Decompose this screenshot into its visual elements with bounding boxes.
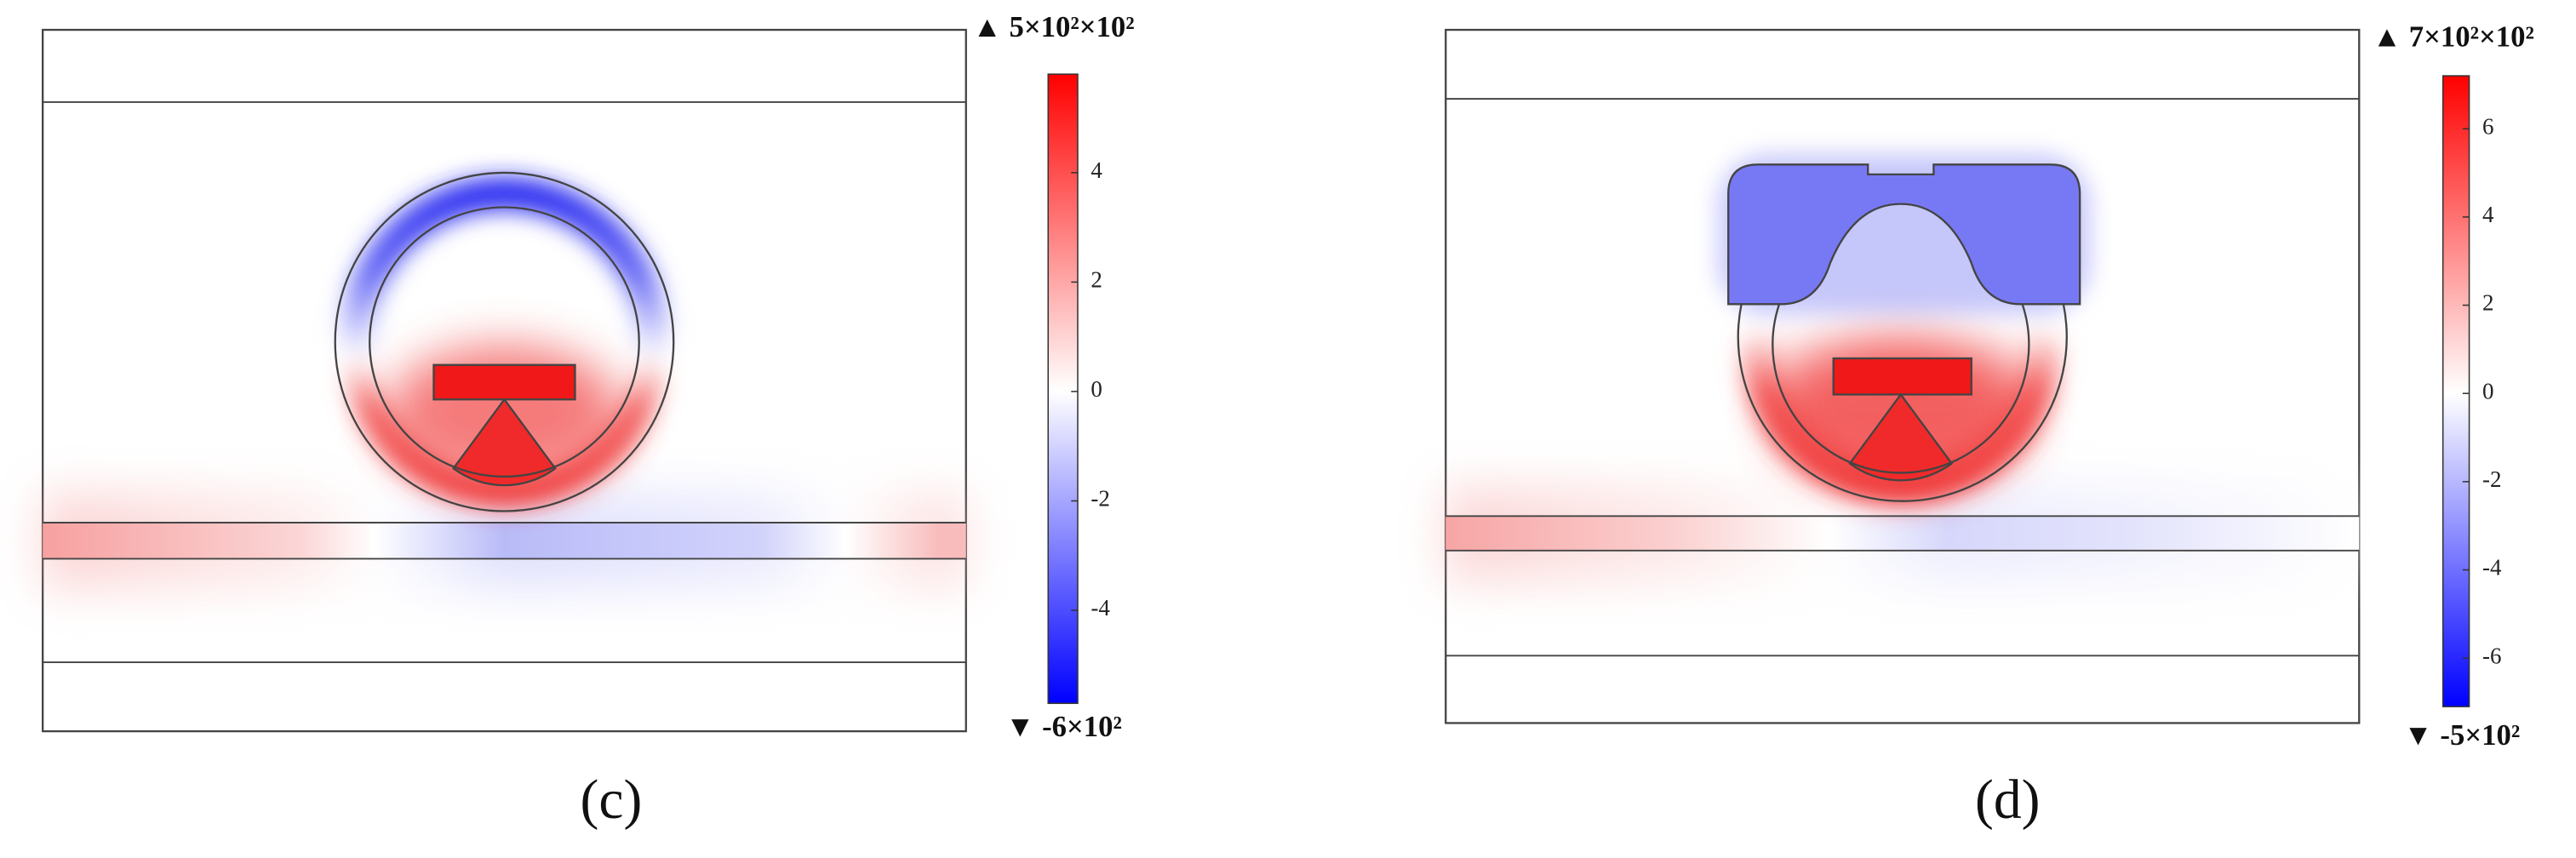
field-plot-c: [42, 28, 967, 733]
colorbar-tick-label: 4: [2482, 202, 2494, 227]
colorbar-tick-label: -2: [1091, 486, 1110, 512]
colorbar-tick-label: -4: [2482, 555, 2502, 581]
colorbar-tick-label: 4: [1091, 157, 1102, 183]
colorbar-max-label: ▲ 5×10²×10²: [972, 10, 1134, 43]
panel-label: (c): [580, 769, 642, 831]
colorbar-tick-label: 0: [2482, 378, 2494, 403]
colorbar-tick-label: 0: [1091, 376, 1102, 402]
colorbar: [2441, 75, 2470, 707]
colorbar-tick-label: 6: [2482, 113, 2494, 139]
colorbar-tick-label: -4: [1091, 595, 1110, 621]
field-plot-d: [1445, 28, 2361, 724]
colorbar-tick-label: -6: [2482, 643, 2502, 668]
colorbar-min-label: ▼ -5×10²: [2403, 718, 2520, 752]
colorbar: [1047, 73, 1079, 705]
colorbar-max-label: ▲ 7×10²×10²: [2373, 20, 2534, 54]
colorbar-min-label: ▼ -6×10²: [1005, 710, 1122, 743]
colorbar-tick-label: -2: [2482, 466, 2502, 492]
colorbar-tick-label: 2: [2482, 290, 2494, 316]
panel-label: (d): [1975, 769, 2041, 831]
colorbar-tick-label: 2: [1091, 267, 1102, 293]
